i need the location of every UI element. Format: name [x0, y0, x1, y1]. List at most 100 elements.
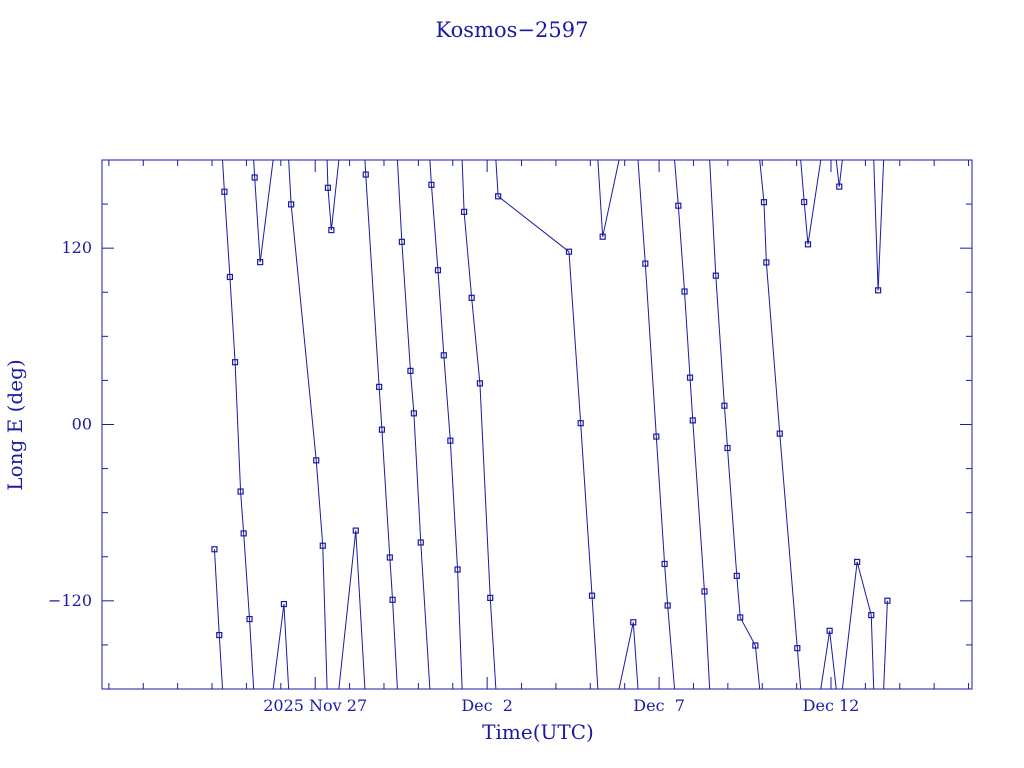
series-segment	[461, 159, 465, 212]
series-segment	[389, 557, 394, 600]
series-segment	[618, 622, 634, 690]
series-segment	[736, 575, 741, 618]
data-point	[221, 188, 228, 195]
series-segment	[463, 211, 473, 298]
series-line	[213, 159, 888, 690]
data-point	[460, 208, 468, 215]
x-tick-label: Dec 2	[461, 696, 513, 715]
series-segment	[873, 159, 879, 291]
data-point	[675, 202, 682, 209]
data-point	[487, 594, 494, 601]
series-segment	[820, 630, 831, 690]
data-point	[313, 457, 320, 464]
y-axis-label: Long E (deg)	[3, 359, 27, 490]
series-segment	[240, 491, 245, 534]
data-point	[352, 527, 359, 534]
data-point	[776, 430, 783, 437]
data-point	[376, 383, 383, 390]
series-segment	[684, 291, 691, 378]
x-axis-label: Time(UTC)	[482, 720, 594, 744]
series-segment	[243, 533, 251, 620]
tick-labels: 2025 Nov 27 Dec 2 Dec 7 Dec 12 120 00 −120	[48, 238, 859, 715]
series-segment	[692, 420, 705, 592]
data-point	[826, 627, 833, 634]
series-segment	[489, 597, 497, 690]
series-segment	[715, 275, 725, 406]
data-point	[237, 488, 244, 495]
series-segment	[632, 622, 639, 690]
data-point	[324, 184, 332, 191]
series-segment	[330, 159, 340, 231]
series-segment	[870, 615, 875, 690]
series-segment	[413, 413, 422, 543]
x-tick-label: Dec 12	[803, 696, 860, 715]
series-segment	[495, 159, 499, 197]
series-segment	[580, 423, 593, 596]
series-segment	[213, 549, 220, 636]
series-segment	[443, 355, 451, 441]
series-segment	[430, 184, 439, 271]
series-segment	[437, 270, 445, 356]
series-segment	[396, 159, 403, 242]
series-segment	[877, 159, 885, 291]
x-tick-label: 2025 Nov 27	[263, 696, 367, 715]
series-segment	[381, 429, 391, 558]
data-point	[386, 554, 393, 561]
series-segment	[429, 159, 432, 185]
data-point	[801, 198, 808, 206]
data-point	[410, 410, 417, 417]
data-point	[630, 619, 637, 626]
data-point	[440, 352, 447, 359]
series-segment	[803, 201, 809, 245]
series-segment	[401, 241, 411, 371]
series-segment	[664, 563, 669, 606]
data-point	[752, 642, 759, 649]
series-segment	[739, 617, 756, 646]
data-point	[257, 259, 264, 266]
series-segment	[667, 605, 676, 690]
series-segment	[796, 648, 802, 690]
data-point	[721, 402, 728, 409]
data-point	[328, 226, 335, 234]
data-point	[794, 645, 801, 652]
data-point	[468, 294, 475, 301]
series-segment	[218, 635, 224, 690]
series-segment	[835, 159, 840, 187]
series-segment	[829, 630, 837, 690]
data-point	[661, 560, 668, 568]
series-segment	[841, 561, 858, 690]
data-point	[428, 181, 435, 188]
data-point	[875, 287, 882, 294]
series-points	[211, 171, 891, 652]
series-segment	[234, 362, 242, 492]
data-point	[240, 530, 247, 537]
series-segment	[759, 159, 765, 203]
data-point	[868, 611, 875, 619]
data-point	[211, 546, 218, 553]
series-segment	[754, 645, 761, 690]
series-segment	[457, 569, 463, 690]
data-point	[760, 199, 768, 206]
data-point	[577, 420, 584, 427]
series-segment	[322, 545, 328, 690]
series-segment	[409, 370, 415, 414]
series-segment	[479, 383, 491, 598]
data-point	[664, 602, 671, 609]
data-point	[733, 572, 740, 579]
plot-frame	[101, 159, 973, 690]
data-point	[804, 241, 812, 248]
data-point	[434, 267, 442, 274]
series-segment	[365, 174, 380, 387]
data-point	[588, 592, 596, 599]
series-segment	[283, 604, 290, 690]
series-segment	[709, 159, 717, 276]
x-tick-label: Dec 7	[633, 696, 685, 715]
data-point	[565, 248, 573, 255]
data-point	[288, 201, 295, 208]
series-segment	[290, 204, 317, 461]
series-segment	[249, 619, 255, 690]
series-segment	[315, 460, 324, 546]
data-point	[319, 542, 326, 549]
tick-marks	[102, 160, 972, 689]
data-point	[378, 426, 386, 433]
